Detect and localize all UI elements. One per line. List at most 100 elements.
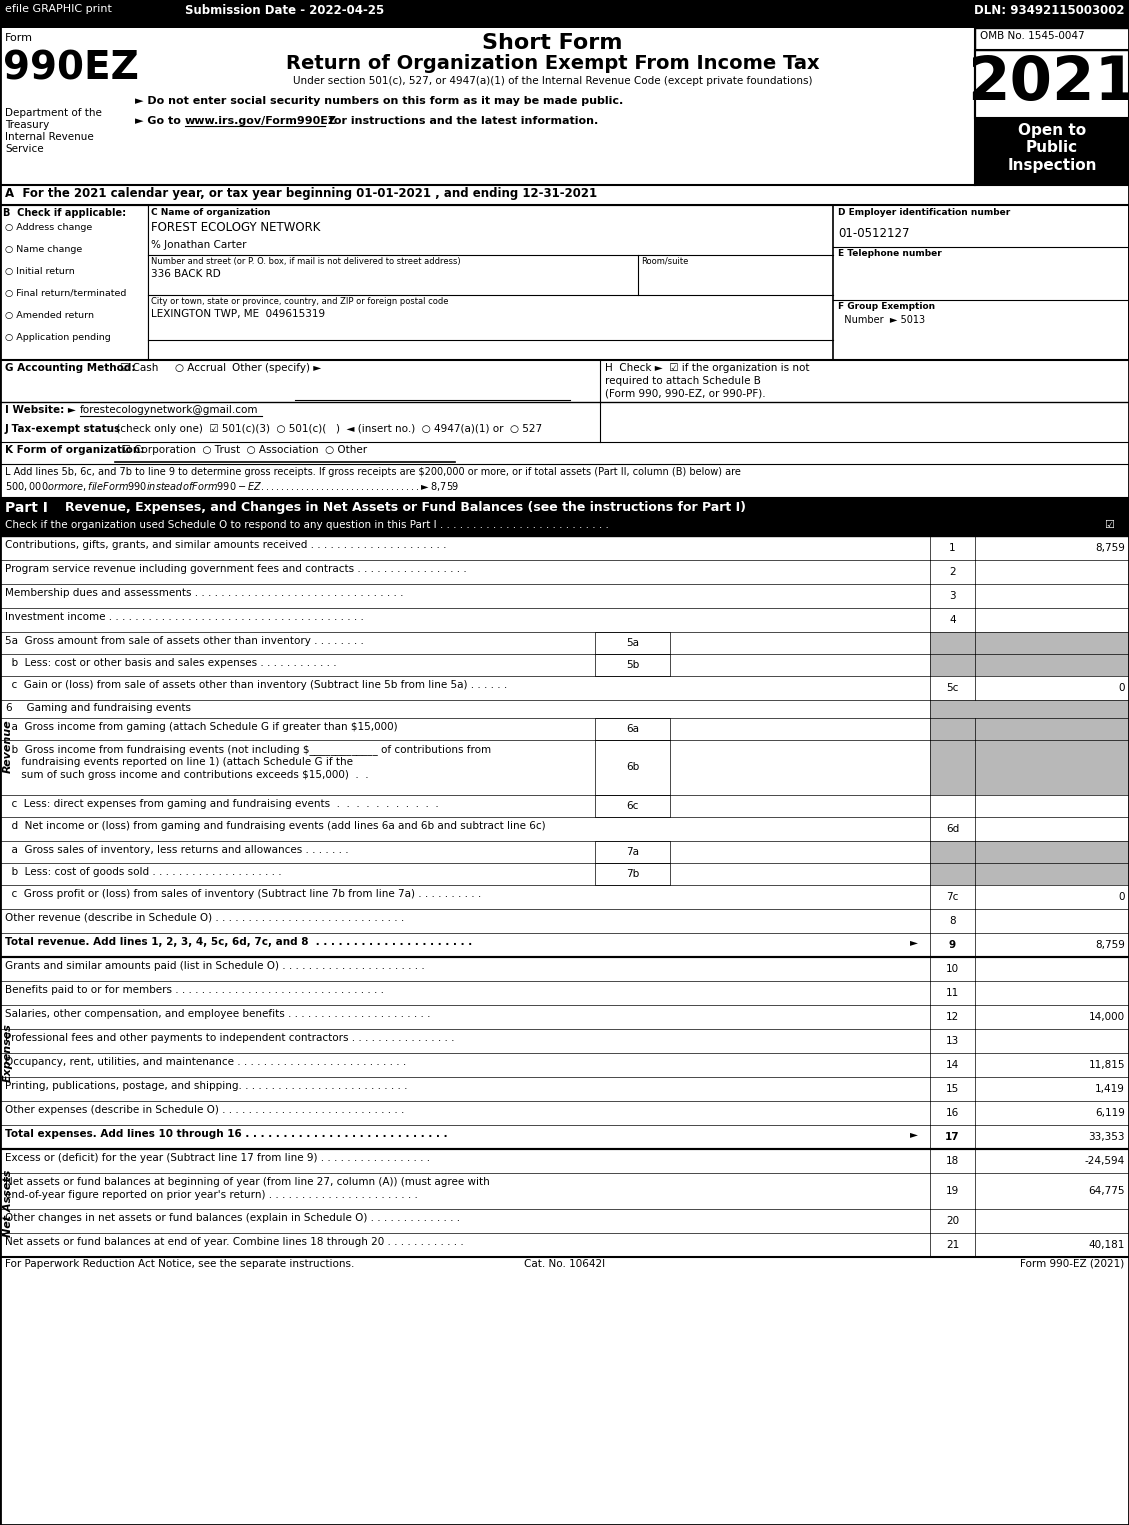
Bar: [595, 795, 669, 817]
Text: ☑ Corporation  ○ Trust  ○ Association  ○ Other: ☑ Corporation ○ Trust ○ Association ○ Ot…: [115, 445, 367, 454]
Text: Number and street (or P. O. box, if mail is not delivered to street address): Number and street (or P. O. box, if mail…: [151, 258, 461, 265]
Text: Service: Service: [5, 143, 44, 154]
Text: 1: 1: [949, 543, 956, 554]
Text: 5c: 5c: [946, 683, 959, 692]
Text: 6: 6: [5, 703, 11, 714]
Text: (Form 990, 990-EZ, or 990-PF).: (Form 990, 990-EZ, or 990-PF).: [605, 389, 765, 400]
Text: Revenue: Revenue: [3, 720, 14, 773]
Text: 336 BACK RD: 336 BACK RD: [151, 268, 221, 279]
Text: ○ Accrual: ○ Accrual: [175, 363, 226, 374]
Text: 19: 19: [946, 1186, 960, 1196]
Text: Grants and similar amounts paid (list in Schedule O) . . . . . . . . . . . . . .: Grants and similar amounts paid (list in…: [5, 961, 425, 971]
Text: 5a  Gross amount from sale of assets other than inventory . . . . . . . .: 5a Gross amount from sale of assets othe…: [5, 636, 364, 647]
Text: Form 990-EZ (2021): Form 990-EZ (2021): [1019, 1260, 1124, 1269]
Bar: [0, 185, 1129, 204]
Bar: [595, 863, 669, 884]
Text: 4: 4: [949, 615, 956, 625]
Text: ○ Name change: ○ Name change: [5, 246, 82, 255]
Text: 20: 20: [946, 1215, 959, 1226]
Text: 14: 14: [946, 1060, 960, 1071]
Text: b  Less: cost or other basis and sales expenses . . . . . . . . . . . .: b Less: cost or other basis and sales ex…: [5, 657, 336, 668]
Text: LEXINGTON TWP, ME  049615319: LEXINGTON TWP, ME 049615319: [151, 310, 325, 319]
Text: c  Gain or (loss) from sale of assets other than inventory (Subtract line 5b fro: c Gain or (loss) from sale of assets oth…: [5, 680, 507, 689]
Text: 6c: 6c: [627, 801, 639, 811]
Text: Net assets or fund balances at beginning of year (from line 27, column (A)) (mus: Net assets or fund balances at beginning…: [5, 1177, 490, 1186]
Text: I Website: ►: I Website: ►: [5, 406, 76, 415]
Text: For Paperwork Reduction Act Notice, see the separate instructions.: For Paperwork Reduction Act Notice, see …: [5, 1260, 355, 1269]
Text: 6a: 6a: [625, 724, 639, 734]
Text: c  Less: direct expenses from gaming and fundraising events  .  .  .  .  .  .  .: c Less: direct expenses from gaming and …: [5, 799, 439, 808]
Bar: [833, 204, 1129, 360]
Bar: [595, 718, 669, 740]
Bar: [0, 0, 1129, 27]
Text: Investment income . . . . . . . . . . . . . . . . . . . . . . . . . . . . . . . : Investment income . . . . . . . . . . . …: [5, 612, 364, 622]
Text: 2: 2: [949, 567, 956, 576]
Text: a  Gross sales of inventory, less returns and allowances . . . . . . .: a Gross sales of inventory, less returns…: [5, 845, 349, 856]
Text: Total revenue. Add lines 1, 2, 3, 4, 5c, 6d, 7c, and 8  . . . . . . . . . . . . : Total revenue. Add lines 1, 2, 3, 4, 5c,…: [5, 936, 472, 947]
Text: 11,815: 11,815: [1088, 1060, 1124, 1071]
Bar: [0, 360, 1129, 403]
Text: ○ Final return/terminated: ○ Final return/terminated: [5, 290, 126, 297]
Text: Printing, publications, postage, and shipping. . . . . . . . . . . . . . . . . .: Printing, publications, postage, and shi…: [5, 1081, 408, 1090]
Text: c  Gross profit or (loss) from sales of inventory (Subtract line 7b from line 7a: c Gross profit or (loss) from sales of i…: [5, 889, 481, 900]
Text: sum of such gross income and contributions exceeds $15,000)  .  .: sum of such gross income and contributio…: [5, 770, 369, 779]
Text: Total expenses. Add lines 10 through 16 . . . . . . . . . . . . . . . . . . . . : Total expenses. Add lines 10 through 16 …: [5, 1128, 447, 1139]
Text: Contributions, gifts, grants, and similar amounts received . . . . . . . . . . .: Contributions, gifts, grants, and simila…: [5, 540, 446, 551]
Text: Submission Date - 2022-04-25: Submission Date - 2022-04-25: [185, 5, 384, 17]
Text: 17: 17: [945, 1132, 960, 1142]
Text: L Add lines 5b, 6c, and 7b to line 9 to determine gross receipts. If gross recei: L Add lines 5b, 6c, and 7b to line 9 to …: [5, 467, 741, 477]
Text: $500,000 or more, file Form 990 instead of Form 990-EZ . . . . . . . . . . . . .: $500,000 or more, file Form 990 instead …: [5, 480, 460, 493]
Text: fundraising events reported on line 1) (attach Schedule G if the: fundraising events reported on line 1) (…: [5, 756, 353, 767]
Bar: [930, 863, 1129, 884]
Text: D Employer identification number: D Employer identification number: [838, 207, 1010, 217]
Text: 3: 3: [949, 592, 956, 601]
Text: ►: ►: [910, 936, 918, 947]
Text: 33,353: 33,353: [1088, 1132, 1124, 1142]
Text: Other revenue (describe in Schedule O) . . . . . . . . . . . . . . . . . . . . .: Other revenue (describe in Schedule O) .…: [5, 913, 404, 923]
Text: a  Gross income from gaming (attach Schedule G if greater than $15,000): a Gross income from gaming (attach Sched…: [5, 721, 397, 732]
Text: A  For the 2021 calendar year, or tax year beginning 01-01-2021 , and ending 12-: A For the 2021 calendar year, or tax yea…: [5, 188, 597, 200]
Bar: [0, 499, 1129, 535]
Text: b  Less: cost of goods sold . . . . . . . . . . . . . . . . . . . .: b Less: cost of goods sold . . . . . . .…: [5, 868, 281, 877]
Text: F Group Exemption: F Group Exemption: [838, 302, 935, 311]
Text: 5b: 5b: [625, 660, 639, 669]
Text: 6,119: 6,119: [1095, 1109, 1124, 1118]
Text: Professional fees and other payments to independent contractors . . . . . . . . : Professional fees and other payments to …: [5, 1032, 455, 1043]
Bar: [595, 840, 669, 863]
Text: OMB No. 1545-0047: OMB No. 1545-0047: [980, 30, 1085, 41]
Text: ○ Address change: ○ Address change: [5, 223, 93, 232]
Text: Treasury: Treasury: [5, 120, 50, 130]
Bar: [930, 700, 1129, 718]
Bar: [595, 654, 669, 676]
Text: Net Assets: Net Assets: [3, 1170, 14, 1237]
Text: Net assets or fund balances at end of year. Combine lines 18 through 20 . . . . : Net assets or fund balances at end of ye…: [5, 1237, 464, 1247]
Text: Occupancy, rent, utilities, and maintenance . . . . . . . . . . . . . . . . . . : Occupancy, rent, utilities, and maintena…: [5, 1057, 406, 1067]
Text: ► Do not enter social security numbers on this form as it may be made public.: ► Do not enter social security numbers o…: [135, 96, 623, 107]
Text: K Form of organization:: K Form of organization:: [5, 445, 145, 454]
Text: Room/suite: Room/suite: [641, 258, 689, 265]
Text: Open to
Public
Inspection: Open to Public Inspection: [1007, 124, 1096, 172]
Bar: [930, 654, 1129, 676]
Text: ☑ Cash: ☑ Cash: [120, 363, 158, 374]
Text: 21: 21: [946, 1240, 960, 1250]
Text: % Jonathan Carter: % Jonathan Carter: [151, 239, 246, 250]
Text: E Telephone number: E Telephone number: [838, 249, 942, 258]
Bar: [975, 50, 1129, 117]
Text: Internal Revenue: Internal Revenue: [5, 133, 94, 142]
Text: end-of-year figure reported on prior year's return) . . . . . . . . . . . . . . : end-of-year figure reported on prior yea…: [5, 1190, 418, 1200]
Text: ○ Application pending: ○ Application pending: [5, 332, 111, 342]
Text: required to attach Schedule B: required to attach Schedule B: [605, 377, 761, 386]
Text: ○ Amended return: ○ Amended return: [5, 311, 94, 320]
Text: ○ Initial return: ○ Initial return: [5, 267, 75, 276]
Text: 11: 11: [946, 988, 960, 997]
Text: Form: Form: [5, 34, 33, 43]
Text: FOREST ECOLOGY NETWORK: FOREST ECOLOGY NETWORK: [151, 221, 321, 233]
Text: 0: 0: [1119, 683, 1124, 692]
Text: Membership dues and assessments . . . . . . . . . . . . . . . . . . . . . . . . : Membership dues and assessments . . . . …: [5, 589, 403, 598]
Text: J Tax-exempt status: J Tax-exempt status: [5, 424, 121, 435]
Text: Revenue, Expenses, and Changes in Net Assets or Fund Balances (see the instructi: Revenue, Expenses, and Changes in Net As…: [65, 502, 746, 514]
Text: 8,759: 8,759: [1095, 939, 1124, 950]
Bar: [0, 403, 1129, 442]
Text: 6d: 6d: [946, 824, 960, 834]
Text: 13: 13: [946, 1035, 960, 1046]
